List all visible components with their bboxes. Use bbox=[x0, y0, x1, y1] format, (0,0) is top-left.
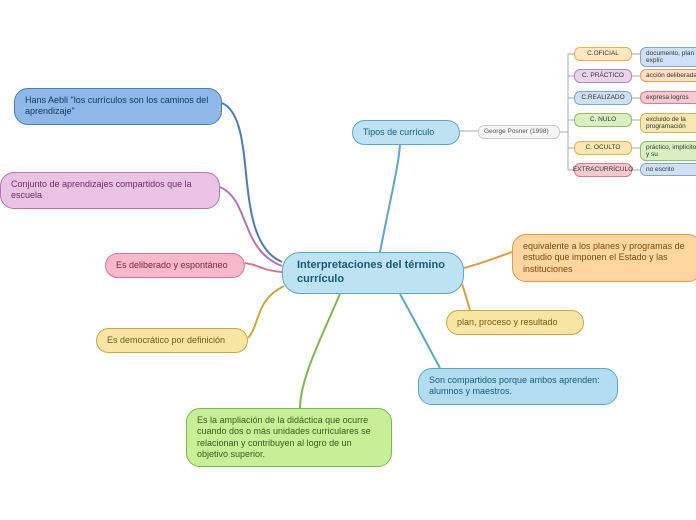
branch-equivalente: equivalente a los planes y programas de … bbox=[512, 234, 696, 282]
branch-deliberado-label: Es deliberado y espontáneo bbox=[116, 260, 228, 271]
type-crealizado: C.REALIZADO bbox=[574, 91, 632, 105]
type-extracurrculo: EXTRACURRÍCULO bbox=[574, 163, 632, 177]
branch-tipos-label: Tipos de currículo bbox=[363, 127, 434, 138]
branch-plan-label: plan, proceso y resultado bbox=[457, 317, 558, 328]
type-desc: práctico, implícito y su bbox=[640, 141, 696, 161]
branch-compartidos: Son compartidos porque ambos aprenden: a… bbox=[418, 368, 618, 405]
branch-democratico-label: Es democrático por definición bbox=[107, 335, 225, 346]
type-desc: no escrito bbox=[640, 163, 696, 176]
center-node: Interpretaciones del término currículo bbox=[282, 252, 464, 294]
type-desc: excluido de la programación bbox=[640, 113, 696, 133]
branch-conjunto-label: Conjunto de aprendizajes compartidos que… bbox=[11, 179, 209, 202]
type-coculto: C. OCULTO bbox=[574, 141, 632, 155]
branch-tipos: Tipos de currículo bbox=[352, 120, 460, 145]
posner-text: George Posner (1998) bbox=[484, 128, 549, 136]
branch-hans-label: Hans Aebli "los currículos son los camin… bbox=[25, 95, 211, 118]
type-desc: acción deliberada bbox=[640, 69, 696, 82]
branch-conjunto: Conjunto de aprendizajes compartidos que… bbox=[0, 172, 220, 209]
branch-deliberado: Es deliberado y espontáneo bbox=[105, 253, 245, 278]
branch-plan: plan, proceso y resultado bbox=[446, 310, 584, 335]
branch-democratico: Es democrático por definición bbox=[96, 328, 248, 353]
type-coficial: C.OFICIAL bbox=[574, 47, 632, 61]
posner-label: George Posner (1998) bbox=[478, 125, 560, 139]
branch-hans: Hans Aebli "los currículos son los camin… bbox=[14, 88, 222, 125]
branch-ampliacion: Es la ampliación de la didáctica que ocu… bbox=[186, 408, 392, 467]
type-desc: expresa logros bbox=[640, 91, 696, 104]
type-cprctico: C. PRÁCTICO bbox=[574, 69, 632, 83]
type-desc: documento, plan explíc bbox=[640, 47, 696, 67]
branch-ampliacion-label: Es la ampliación de la didáctica que ocu… bbox=[197, 415, 381, 460]
center-label: Interpretaciones del término currículo bbox=[297, 259, 449, 287]
branch-equivalente-label: equivalente a los planes y programas de … bbox=[523, 241, 691, 275]
branch-compartidos-label: Son compartidos porque ambos aprenden: a… bbox=[429, 375, 607, 398]
type-cnulo: C. NULO bbox=[574, 113, 632, 127]
